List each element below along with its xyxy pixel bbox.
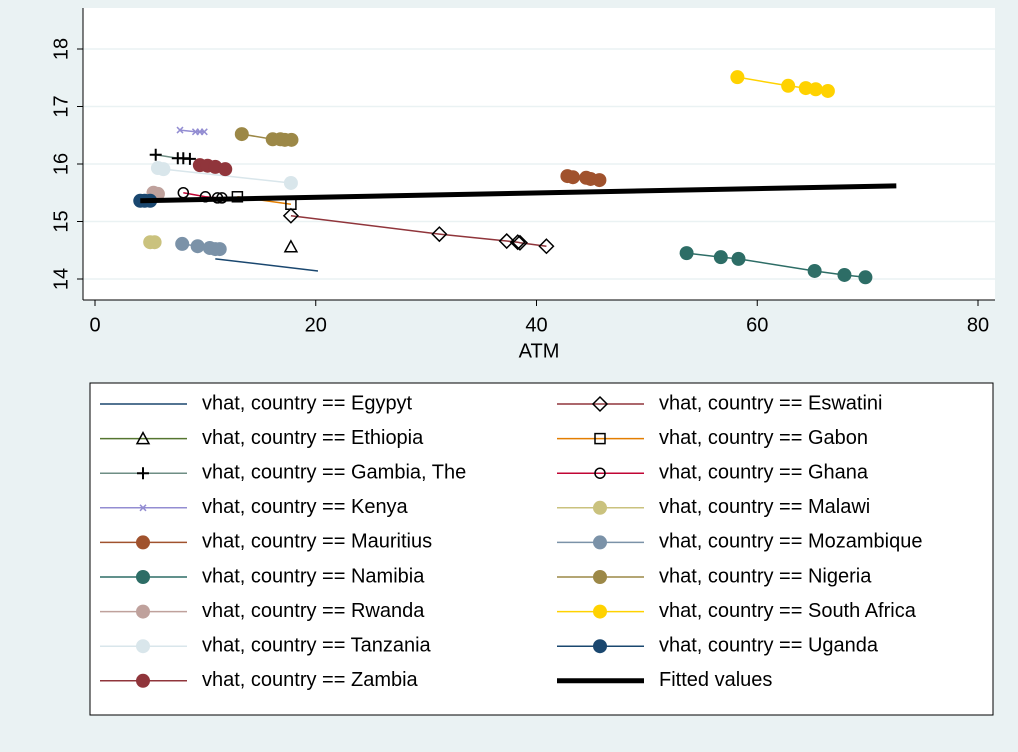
x-tick-label: 0 [89, 314, 100, 336]
data-point [511, 234, 529, 251]
data-point [282, 207, 299, 224]
data-point [212, 242, 227, 257]
data-point [283, 175, 298, 190]
legend-label: vhat, country == Mozambique [659, 531, 922, 553]
data-point [200, 128, 208, 136]
data-point [807, 263, 822, 278]
y-tick-label: 14 [50, 268, 72, 290]
marker [135, 431, 151, 445]
data-point [837, 267, 852, 282]
marker [136, 535, 150, 550]
data-point [731, 251, 746, 266]
legend-label: vhat, country == Egypyt [202, 392, 413, 414]
marker [136, 639, 150, 654]
data-point [781, 78, 796, 93]
marker [139, 504, 147, 512]
marker [593, 604, 607, 619]
data-point [283, 239, 299, 253]
legend-label: vhat, country == Kenya [202, 496, 409, 518]
marker [593, 639, 607, 654]
x-tick-label: 20 [305, 314, 327, 336]
marker [136, 604, 150, 619]
data-point [147, 235, 162, 250]
x-tick-label: 80 [967, 314, 989, 336]
legend-label: vhat, country == Gambia, The [202, 461, 466, 483]
data-point [820, 83, 835, 98]
data-point [498, 232, 515, 250]
data-point [156, 162, 171, 177]
legend-label: vhat, country == South Africa [659, 600, 917, 622]
legend-label: vhat, country == Ethiopia [202, 427, 424, 449]
legend-label: vhat, country == Uganda [659, 634, 879, 656]
data-point [176, 126, 184, 134]
marker [594, 467, 606, 479]
series-line [215, 258, 319, 272]
y-tick-label: 15 [50, 210, 72, 232]
data-point [218, 162, 233, 177]
data-point [509, 234, 526, 251]
y-tick-label: 17 [50, 95, 72, 117]
data-point [431, 226, 448, 243]
data-point [183, 152, 196, 165]
x-tick-label: 40 [525, 314, 547, 336]
marker [591, 395, 609, 413]
legend-label: vhat, country == Malawi [659, 496, 870, 518]
marker [136, 570, 150, 584]
marker [137, 467, 149, 480]
marker [593, 535, 607, 550]
marker [594, 432, 606, 445]
series-line [179, 129, 205, 133]
x-tick-label: 60 [746, 314, 768, 336]
legend-label: vhat, country == Ghana [659, 461, 869, 483]
data-point [592, 173, 607, 188]
legend-label: vhat, country == Nigeria [659, 565, 872, 587]
legend-label: vhat, country == Rwanda [202, 600, 425, 622]
marker [136, 673, 150, 688]
data-point [190, 239, 205, 254]
data-point [538, 238, 555, 255]
marker [593, 570, 607, 584]
legend-label: vhat, country == Gabon [659, 427, 868, 449]
data-point [730, 70, 745, 85]
legend-label: vhat, country == Mauritius [202, 531, 432, 553]
data-point [565, 170, 580, 185]
legend-label: vhat, country == Tanzania [202, 634, 432, 656]
legend-label: vhat, country == Eswatini [659, 392, 882, 414]
y-tick-label: 18 [50, 38, 72, 60]
y-tick-label: 16 [50, 153, 72, 175]
data-point [713, 250, 728, 265]
legend-label: vhat, country == Zambia [202, 669, 419, 691]
data-point [858, 270, 873, 285]
data-point [284, 132, 299, 147]
x-axis-label: ATM [519, 340, 560, 362]
legend [89, 382, 994, 716]
legend-label: vhat, country == Namibia [202, 565, 425, 587]
plot-area [83, 8, 995, 300]
data-point [679, 246, 694, 261]
data-point [149, 148, 162, 161]
data-point [234, 127, 249, 142]
data-point [808, 82, 823, 97]
series-line [140, 183, 897, 204]
legend-label: Fitted values [659, 669, 772, 691]
data-point [175, 236, 190, 251]
marker [593, 500, 607, 515]
